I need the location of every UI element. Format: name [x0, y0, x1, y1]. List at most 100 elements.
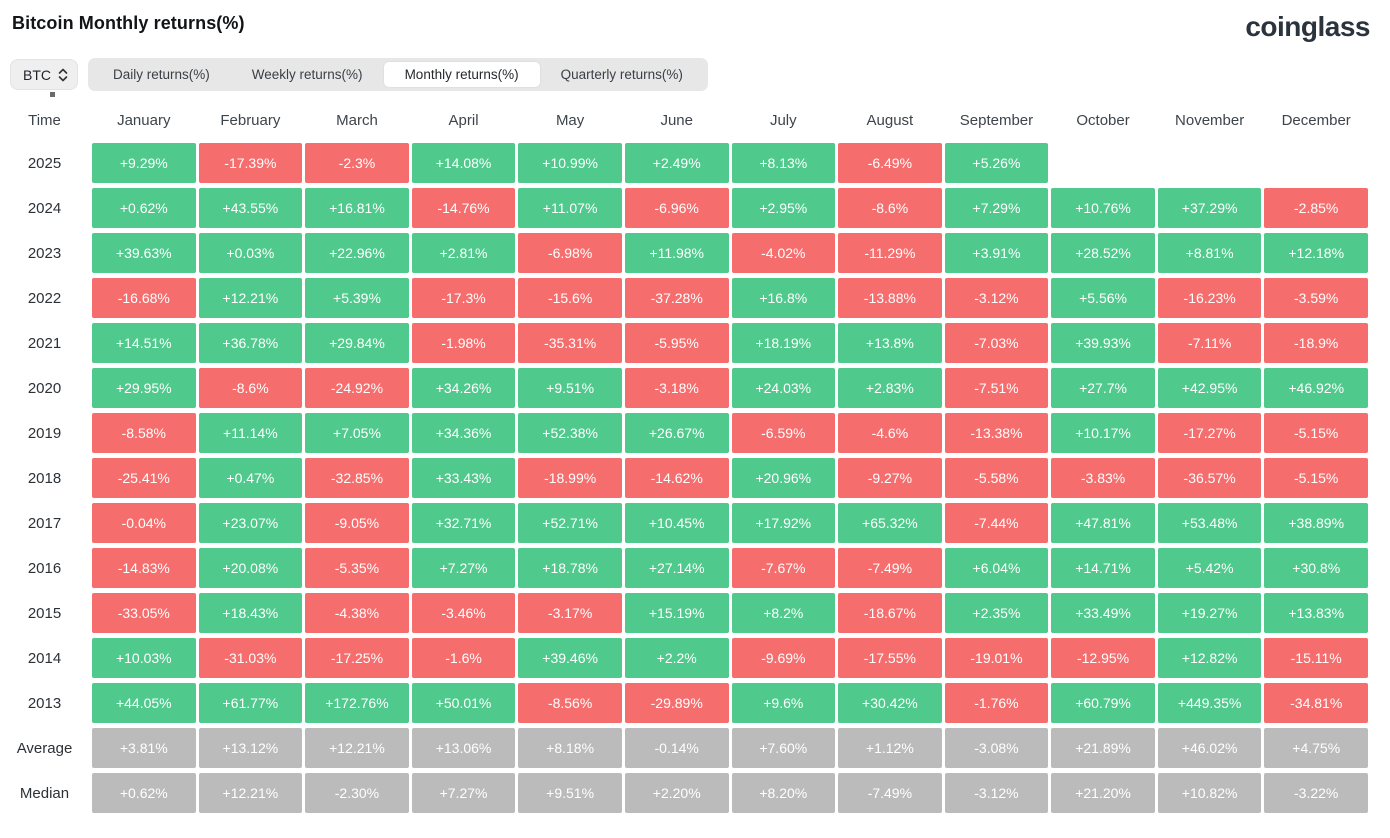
column-header-month: August: [866, 111, 914, 129]
return-cell: +2.95%: [731, 188, 836, 228]
return-cell: +12.82%: [1157, 638, 1262, 678]
table-row: 2022 -16.68% +12.21% +5.39% -17.3% -15.6% -37.…: [0, 278, 1368, 318]
return-cell: +34.36%: [411, 413, 516, 453]
return-cell: -14.76%: [411, 188, 516, 228]
return-cell: +4.75%: [1264, 728, 1368, 768]
table-row: 2019 -8.58% +11.14% +7.05% +34.36% +52.38% +26…: [0, 413, 1368, 453]
return-cell: +10.03%: [92, 638, 196, 678]
tab-daily[interactable]: Daily returns(%): [113, 67, 210, 82]
return-cell: +0.47%: [198, 458, 303, 498]
empty-cell: [1264, 143, 1368, 183]
return-cell: -13.38%: [944, 413, 1049, 453]
return-cell: +19.27%: [1157, 593, 1262, 633]
return-cell: +8.13%: [731, 143, 836, 183]
return-cell: -6.49%: [838, 143, 942, 183]
return-cell: -16.23%: [1157, 278, 1262, 318]
return-cell: +39.46%: [518, 638, 622, 678]
return-cell: -8.6%: [198, 368, 303, 408]
return-cell: +7.05%: [305, 413, 409, 453]
return-cell: -8.6%: [838, 188, 942, 228]
return-cell: +23.07%: [198, 503, 303, 543]
return-cell: +11.14%: [198, 413, 303, 453]
return-cell: -13.88%: [838, 278, 942, 318]
return-cell: +12.21%: [198, 773, 303, 813]
return-cell: +3.81%: [92, 728, 196, 768]
column-header-month: July: [769, 111, 797, 129]
column-header-month: March: [336, 111, 378, 129]
return-cell: +50.01%: [411, 683, 516, 723]
return-cell: +12.21%: [198, 278, 303, 318]
return-cell: +18.43%: [198, 593, 303, 633]
return-cell: -7.03%: [944, 323, 1049, 363]
return-cell: -3.12%: [944, 773, 1049, 813]
selector-indicator: [50, 92, 55, 97]
return-cell: +10.76%: [1051, 188, 1155, 228]
return-cell: -15.11%: [1264, 638, 1368, 678]
table-row: 2018 -25.41% +0.47% -32.85% +33.43% -18.99% -1…: [0, 458, 1368, 498]
return-cell: +1.12%: [838, 728, 942, 768]
tab-monthly[interactable]: Monthly returns(%): [383, 62, 540, 87]
return-cell: +53.48%: [1157, 503, 1262, 543]
return-cell: -11.29%: [838, 233, 942, 273]
return-cell: -3.17%: [518, 593, 622, 633]
return-cell: +8.2%: [731, 593, 836, 633]
table-row: Median +0.62% +12.21% -2.30% +7.27% +9.51% +2.…: [0, 773, 1368, 813]
row-label: 2018: [27, 469, 62, 487]
return-cell: +43.55%: [198, 188, 303, 228]
return-cell: +10.99%: [518, 143, 622, 183]
return-cell: -7.49%: [838, 773, 942, 813]
return-cell: +60.79%: [1051, 683, 1155, 723]
return-cell: +2.83%: [838, 368, 942, 408]
row-label: 2015: [27, 604, 62, 622]
coin-selector[interactable]: BTC: [10, 59, 78, 90]
return-cell: -9.05%: [305, 503, 409, 543]
return-cell: +5.39%: [305, 278, 409, 318]
return-cell: -4.02%: [731, 233, 836, 273]
return-cell: +9.51%: [518, 368, 622, 408]
tab-quarterly[interactable]: Quarterly returns(%): [560, 67, 683, 82]
page-title: Bitcoin Monthly returns(%): [12, 13, 245, 33]
return-cell: -33.05%: [92, 593, 196, 633]
return-cell: +33.49%: [1051, 593, 1155, 633]
return-cell: -34.81%: [1264, 683, 1368, 723]
return-cell: -14.83%: [92, 548, 196, 588]
tab-weekly[interactable]: Weekly returns(%): [251, 67, 363, 82]
return-cell: -7.44%: [944, 503, 1049, 543]
return-cell: -12.95%: [1051, 638, 1155, 678]
return-cell: -5.58%: [944, 458, 1049, 498]
return-cell: +11.07%: [518, 188, 622, 228]
return-cell: -7.11%: [1157, 323, 1262, 363]
row-label: 2017: [27, 514, 62, 532]
return-cell: -8.58%: [92, 413, 196, 453]
return-cell: +14.71%: [1051, 548, 1155, 588]
return-cell: -6.59%: [731, 413, 836, 453]
return-cell: -2.85%: [1264, 188, 1368, 228]
return-cell: -18.9%: [1264, 323, 1368, 363]
return-cell: +10.45%: [624, 503, 729, 543]
return-cell: +16.81%: [305, 188, 409, 228]
return-cell: +13.06%: [411, 728, 516, 768]
return-cell: +29.84%: [305, 323, 409, 363]
column-header-time: Time: [28, 111, 61, 129]
return-cell: +37.29%: [1157, 188, 1262, 228]
return-cell: +9.51%: [518, 773, 622, 813]
table-row: 2025 +9.29% -17.39% -2.3% +14.08% +10.99% +2.4…: [0, 143, 1368, 183]
return-cell: +6.04%: [944, 548, 1049, 588]
return-cell: +38.89%: [1264, 503, 1368, 543]
row-label: 2025: [27, 154, 62, 172]
return-cell: -5.15%: [1264, 413, 1368, 453]
return-cell: +14.51%: [92, 323, 196, 363]
row-label: 2014: [27, 649, 62, 667]
return-cell: -17.27%: [1157, 413, 1262, 453]
return-cell: +44.05%: [92, 683, 196, 723]
return-cell: +18.78%: [518, 548, 622, 588]
column-header-month: December: [1281, 111, 1351, 129]
return-cell: +13.12%: [198, 728, 303, 768]
return-cell: -17.3%: [411, 278, 516, 318]
table-row: 2015 -33.05% +18.43% -4.38% -3.46% -3.17% +15.…: [0, 593, 1368, 633]
return-cell: -5.35%: [305, 548, 409, 588]
return-cell: +29.95%: [92, 368, 196, 408]
return-cell: +22.96%: [305, 233, 409, 273]
return-cell: -18.67%: [838, 593, 942, 633]
return-cell: +9.29%: [92, 143, 196, 183]
